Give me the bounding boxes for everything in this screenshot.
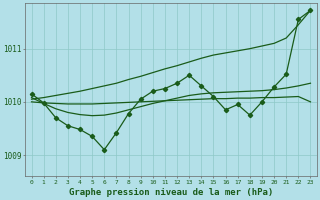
X-axis label: Graphe pression niveau de la mer (hPa): Graphe pression niveau de la mer (hPa) (69, 188, 273, 197)
